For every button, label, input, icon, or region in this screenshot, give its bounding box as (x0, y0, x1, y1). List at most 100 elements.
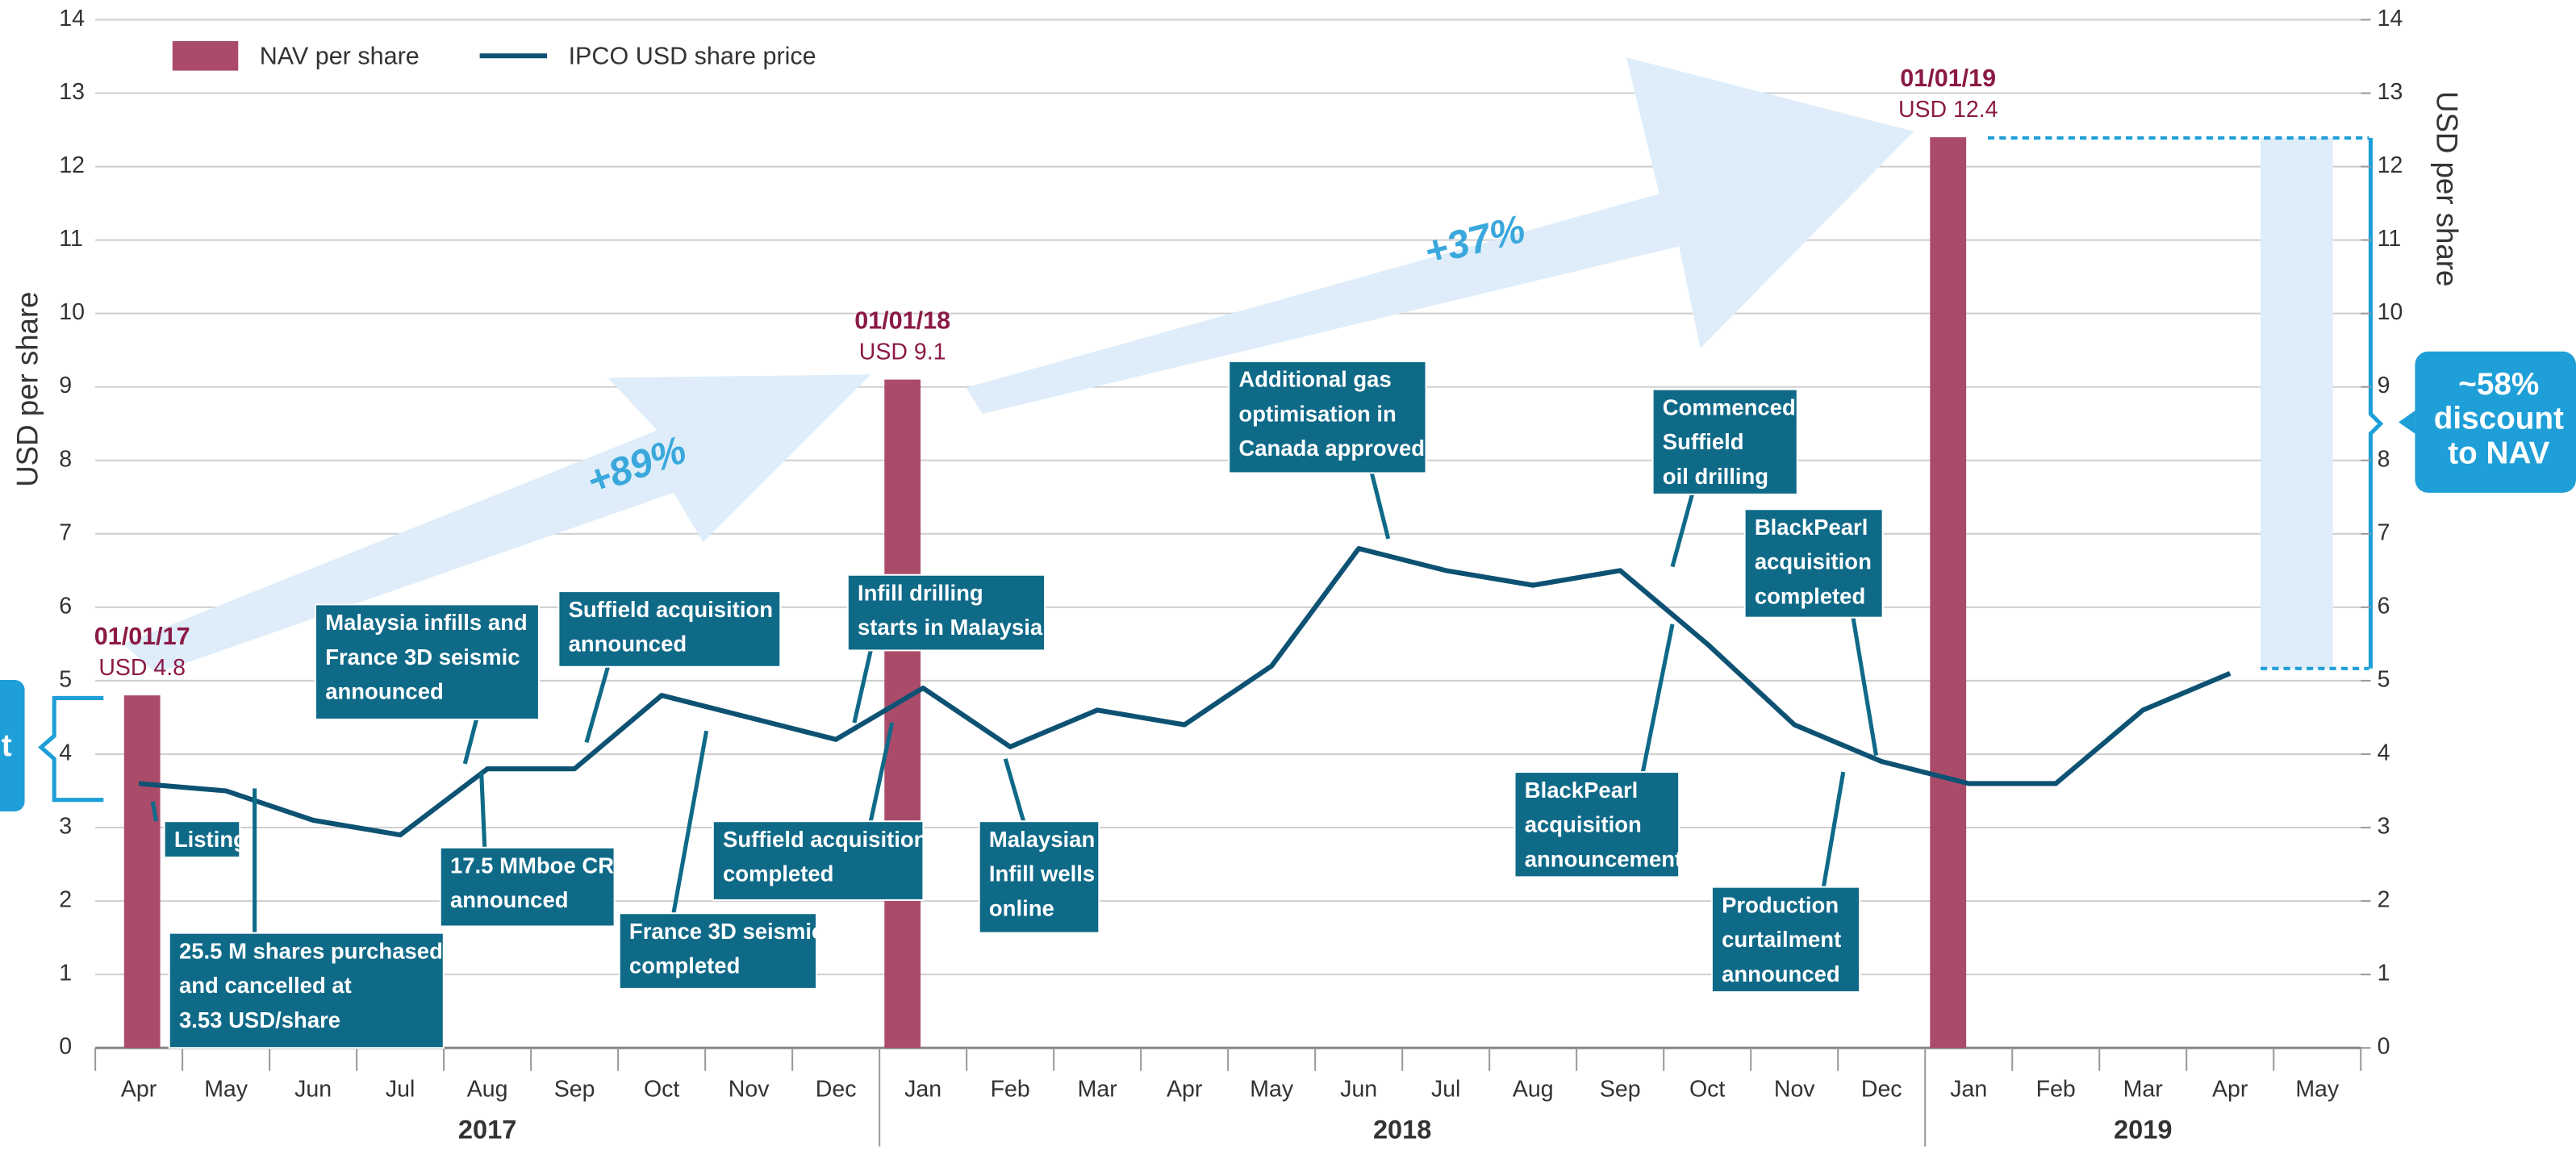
legend-label: IPCO USD share price (569, 42, 816, 69)
x-tick-label: May (204, 1077, 248, 1103)
x-tick-label: Feb (991, 1077, 1030, 1103)
y-tick-label: 4 (59, 740, 72, 766)
y-tick-label: 1 (59, 961, 72, 986)
callout-text: Suffield acquisition (723, 827, 927, 852)
callout-box (168, 932, 445, 1049)
bar-value-label: USD 4.8 (98, 655, 186, 681)
y2-tick-label: 4 (2378, 740, 2390, 766)
y-tick-label: 2 (59, 887, 72, 913)
callout-text: announced (325, 679, 444, 704)
callout-pointer (852, 649, 873, 724)
x-tick-label: Sep (1600, 1077, 1641, 1103)
left-callout-text: t (2, 728, 12, 763)
callout-text: BlackPearl (1525, 778, 1639, 803)
nav-bar (884, 379, 921, 1049)
callout-text: acquisition (1525, 812, 1642, 837)
year-label: 2018 (1373, 1116, 1431, 1145)
callout-box (314, 603, 540, 720)
bar-value-label: USD 12.4 (1898, 97, 1998, 123)
y2-tick-label: 5 (2378, 666, 2390, 692)
y-tick-label: 9 (59, 373, 72, 398)
bar-value-label: USD 9.1 (859, 340, 946, 365)
callout-text: starts in Malaysia (858, 615, 1043, 640)
x-tick-label: Jul (386, 1077, 415, 1103)
callout-box (1513, 771, 1680, 878)
y-tick-label: 11 (59, 226, 83, 252)
bar-date-label: 01/01/18 (854, 307, 950, 334)
callout-text: 3.53 USD/share (179, 1007, 340, 1032)
callout-box (557, 590, 782, 668)
callout-text: Suffield acquisition (569, 597, 773, 622)
x-tick-label: Mar (2123, 1077, 2164, 1103)
bar-date-label: 01/01/19 (1900, 65, 1996, 92)
left-callout (0, 680, 25, 811)
callout-text: curtailment (1722, 927, 1841, 952)
callout-pointer (1640, 623, 1675, 773)
callout-pointer (1670, 494, 1694, 568)
legend-swatch (172, 40, 239, 71)
x-tick-label: Apr (1167, 1077, 1203, 1103)
y2-tick-label: 13 (2378, 79, 2403, 105)
callout-pointer (584, 666, 610, 744)
x-tick-label: Feb (2036, 1077, 2076, 1103)
x-tick-label: Jan (904, 1077, 941, 1103)
callout-pointer (1003, 758, 1026, 822)
year-label: 2019 (2114, 1116, 2172, 1145)
y-tick-label: 5 (59, 666, 72, 692)
callout-text: 25.5 M shares purchased (179, 938, 443, 963)
x-tick-label: Mar (1078, 1077, 1118, 1103)
callout-text: France 3D seismic (325, 644, 520, 669)
callout-text: online (989, 895, 1054, 920)
callout-text: announced (450, 887, 569, 912)
callout-text: completed (723, 861, 833, 886)
discount-callout (2415, 351, 2576, 493)
callout-box (439, 846, 616, 928)
y2-tick-label: 8 (2378, 446, 2390, 472)
callout-pointer (1369, 472, 1391, 540)
callout-pointer (1821, 771, 1846, 888)
x-tick-label: Oct (1689, 1077, 1725, 1103)
legend-label: NAV per share (260, 42, 420, 69)
y2-tick-label: 7 (2378, 519, 2390, 545)
y2-tick-label: 9 (2378, 373, 2390, 398)
x-tick-label: Dec (1861, 1077, 1902, 1103)
y2-tick-label: 11 (2378, 226, 2402, 252)
y-tick-label: 10 (59, 299, 85, 325)
y2-tick-label: 12 (2378, 152, 2403, 178)
callout-text: Malaysia infills and (325, 610, 528, 635)
x-tick-label: Aug (467, 1077, 508, 1103)
callout-text: Commenced (1663, 394, 1796, 419)
callout-box (1228, 360, 1427, 474)
discount-text: to NAV (2448, 436, 2549, 470)
callout-pointer (479, 771, 487, 848)
y-tick-label: 3 (59, 814, 72, 840)
callout-box (1743, 508, 1884, 619)
callout-text: Additional gas (1238, 367, 1391, 392)
callout-text: acquisition (1755, 549, 1872, 574)
callout-box (1651, 388, 1798, 495)
callout-text: announced (569, 632, 687, 657)
callout-text: completed (1755, 584, 1865, 609)
y-tick-label: 14 (59, 6, 85, 31)
y2-tick-label: 6 (2378, 593, 2390, 619)
growth-arrow (966, 57, 1914, 415)
x-tick-label: May (1250, 1077, 1294, 1103)
growth-arrow (123, 374, 871, 674)
discount-band (2261, 138, 2333, 669)
y2-axis-title: USD per share (2430, 91, 2463, 286)
callout-pointer (671, 730, 709, 914)
callout-text: completed (629, 953, 740, 978)
y2-tick-label: 2 (2378, 887, 2390, 913)
y-tick-label: 7 (59, 519, 72, 545)
x-tick-label: Jun (1340, 1077, 1377, 1103)
callout-text: France 3D seismic (629, 919, 824, 944)
callout-text: Infill wells (989, 861, 1095, 886)
nav-bar (123, 695, 161, 1049)
callout-text: Infill drilling (858, 580, 983, 605)
bar-date-label: 01/01/17 (94, 623, 190, 650)
callout-text: announcement (1525, 846, 1682, 871)
callout-box (846, 573, 1046, 652)
x-tick-label: Apr (121, 1077, 157, 1103)
callout-pointer (1851, 617, 1879, 757)
callout-pointer (150, 801, 158, 822)
